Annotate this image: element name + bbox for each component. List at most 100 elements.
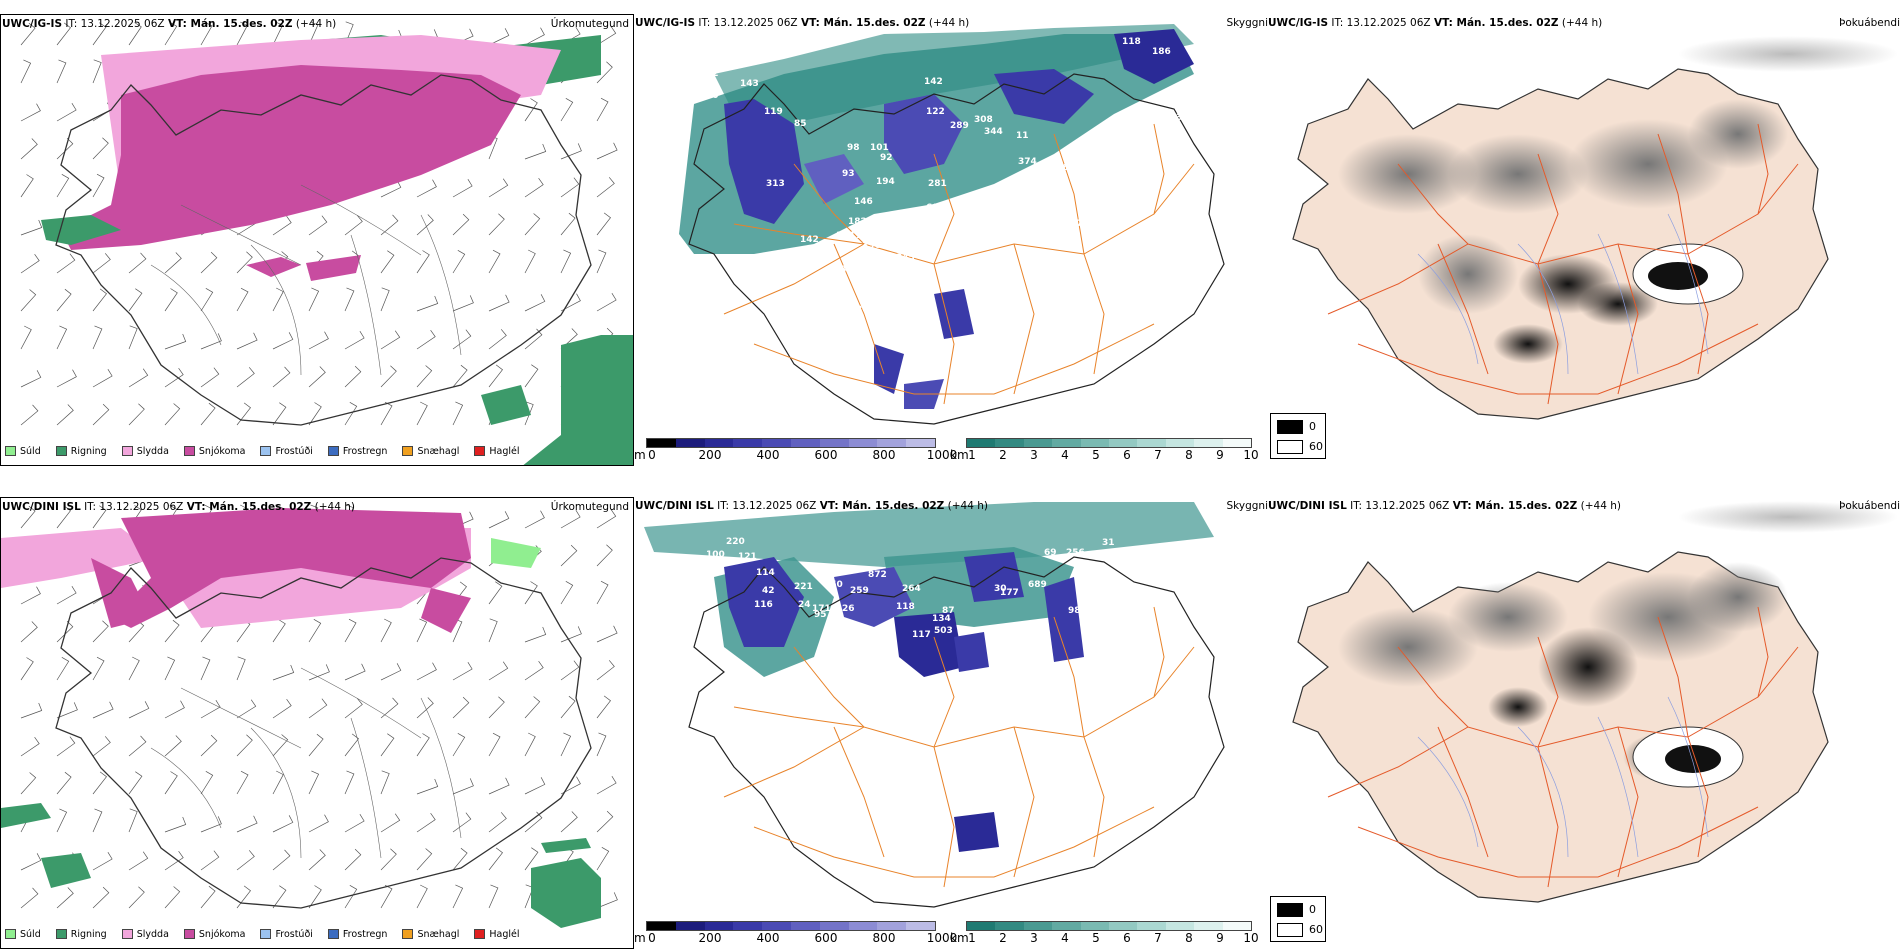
precip-legend-top: Súld Rigning Slydda Snjókoma Frostúði Frostre…	[5, 443, 535, 459]
wind-barb	[488, 511, 510, 529]
ceiling-area	[724, 557, 804, 647]
ceiling-value-label: 98	[847, 143, 860, 153]
wind-barb	[56, 887, 74, 909]
wind-barb	[56, 702, 78, 719]
wind-barb	[92, 505, 107, 529]
ceiling-value-label: 313	[766, 179, 785, 189]
wind-barb	[20, 219, 43, 236]
ceiling-value-label: 155	[856, 231, 875, 241]
ceiling-colorbar-top: m 0 200 400 600 800 1000	[634, 438, 957, 466]
ceiling-unit-label: m	[634, 931, 646, 945]
wind-barb	[380, 697, 399, 719]
wind-barb	[272, 619, 286, 643]
wind-barb	[308, 618, 322, 643]
wind-barb	[164, 619, 180, 643]
colorbar-tick: 9	[1216, 448, 1224, 462]
precip-type-panel-bottom: UWC/DINI ISL IT: 13.12.2025 06Z VT: Mán.…	[0, 497, 634, 949]
wind-barb	[596, 544, 613, 567]
colorbar-tick: 3	[1030, 448, 1038, 462]
colorbar-tick: 600	[814, 931, 838, 945]
legend-label: Snjókoma	[198, 445, 246, 457]
wind-barb	[596, 625, 618, 643]
ceiling-value-label: 98	[1068, 606, 1081, 616]
wind-barb	[56, 103, 77, 122]
wind-barb	[344, 618, 357, 643]
fog-moderate	[1338, 134, 1478, 214]
wind-barb	[20, 853, 42, 871]
legend-item: Slydda	[121, 446, 169, 457]
legend-label: Snæhagl	[417, 928, 460, 940]
wind-barb	[272, 664, 295, 681]
ceiling-value-label: 374	[1018, 157, 1037, 167]
wind-barb	[272, 215, 292, 236]
wind-barb	[92, 736, 111, 757]
legend-item: Snæhagl	[402, 446, 459, 457]
fog-high	[1488, 687, 1548, 727]
wind-barb	[236, 332, 258, 350]
colorbar-tick: 1	[968, 448, 976, 462]
wind-barb	[416, 812, 436, 833]
ceiling-value-label: 118	[1122, 37, 1141, 47]
wind-barb	[596, 249, 607, 274]
wind-barb	[56, 253, 76, 274]
wind-barb	[452, 778, 474, 795]
colorbar-tick: 10	[1243, 931, 1259, 945]
ceiling-value-label: 121	[738, 552, 757, 562]
glacier	[1665, 745, 1721, 773]
wind-barb	[236, 734, 253, 757]
wind-barb	[56, 325, 68, 350]
visibility-colorbar-swatches	[966, 921, 1252, 931]
ceiling-value-label: 225	[802, 341, 821, 351]
wind-barb	[596, 61, 613, 84]
wind-barb	[92, 22, 107, 46]
wind-barb	[92, 808, 103, 833]
fog-moderate	[1678, 501, 1898, 533]
wind-barb	[488, 213, 505, 236]
wind-barb	[488, 661, 509, 681]
wind-barb	[416, 884, 428, 909]
wind-barb	[164, 700, 185, 719]
ceiling-value-label: 134	[836, 231, 855, 241]
ceiling-value-label: 30	[994, 584, 1007, 594]
ceiling-area	[884, 94, 964, 174]
wind-barb	[128, 22, 142, 46]
wind-barb	[200, 885, 216, 909]
ceiling-area	[804, 154, 864, 204]
wind-barb	[92, 620, 109, 643]
wind-barb	[200, 333, 222, 350]
wind-barb	[596, 580, 609, 605]
wind-barb	[380, 330, 401, 350]
wind-barb	[596, 142, 618, 160]
ceiling-value-label: 689	[1028, 580, 1047, 590]
wind-barb	[20, 772, 37, 795]
fog-moderate	[1338, 607, 1478, 687]
ceiling-values-bottom: 220 31 100 121 69 256 14 114 872 259 689 42 221 150 26…	[706, 537, 1151, 644]
colorbar-tick: 4	[1061, 448, 1069, 462]
wind-barb	[344, 215, 363, 236]
visibility-colorbar-swatches	[966, 438, 1252, 448]
wind-barb	[92, 886, 110, 909]
wind-barb	[128, 701, 150, 719]
road-network	[723, 606, 1195, 888]
colorbar-tick: 5	[1092, 448, 1100, 462]
wind-barb	[56, 586, 77, 605]
wind-barb	[380, 884, 393, 909]
wind-barb	[524, 581, 538, 605]
ceiling-value-label: 87	[942, 606, 955, 616]
ceiling-map-bottom: 220 31 100 121 69 256 14 114 872 259 689 42 221 150 26…	[644, 502, 1225, 908]
ceiling-unit-label: m	[634, 448, 646, 462]
legend-swatch	[55, 929, 67, 939]
legend-swatch	[55, 446, 67, 456]
ceiling-value-label: 289	[950, 121, 969, 131]
wind-barb	[596, 97, 609, 122]
wind-barb	[488, 812, 507, 833]
ceiling-value-label: 238	[1086, 197, 1105, 207]
wind-barb	[524, 328, 543, 350]
wind-barb	[200, 21, 213, 46]
colorbar-tick: 6	[1123, 448, 1131, 462]
wind-barb	[20, 736, 40, 757]
wind-barb	[596, 177, 615, 198]
ceiling-area	[994, 69, 1094, 124]
colorbar-tick: 0	[648, 448, 656, 462]
wind-barb	[20, 59, 32, 84]
